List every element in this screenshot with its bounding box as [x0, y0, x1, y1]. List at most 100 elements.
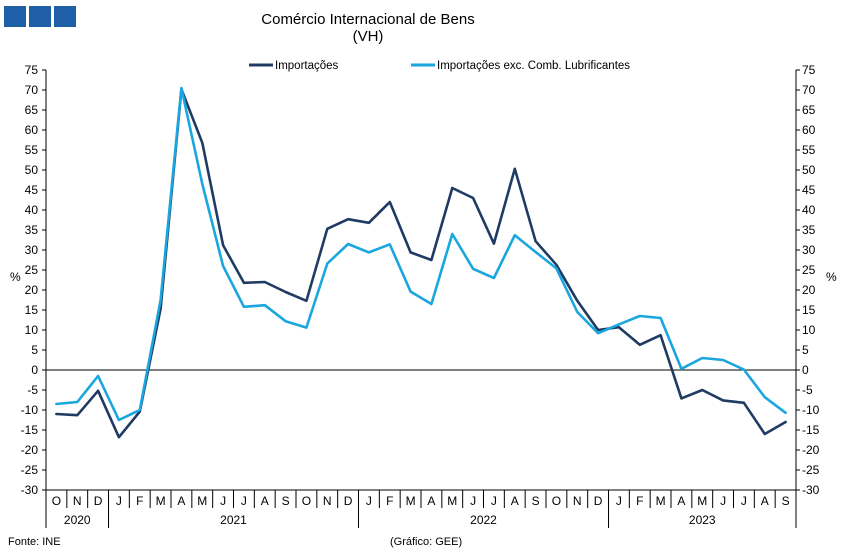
x-tick-label: D — [344, 494, 353, 508]
x-tick-label: M — [197, 494, 207, 508]
y-tick-label-right: 25 — [802, 263, 816, 277]
legend-label-importacoes-exc: Importações exc. Comb. Lubrificantes — [437, 60, 630, 72]
y-tick-label-right: 70 — [802, 83, 816, 97]
y-tick-label-right: 75 — [802, 63, 816, 77]
x-tick-label: M — [406, 494, 416, 508]
x-tick-label: M — [656, 494, 666, 508]
x-tick-label: N — [573, 494, 582, 508]
y-tick-label-right: 30 — [802, 243, 816, 257]
x-tick-label: S — [282, 494, 290, 508]
y-tick-label-right: 45 — [802, 183, 816, 197]
axes: -30 -30-25 -25-20 -20-15 -15-10 -10-5 -50 05 510… — [21, 63, 820, 528]
legend: Importações Importações exc. Comb. Lubri… — [249, 60, 630, 72]
y-tick-label-right: -30 — [802, 483, 820, 497]
x-tick-label: J — [720, 494, 726, 508]
x-tick-label: N — [323, 494, 332, 508]
y-tick-label-left: 25 — [25, 263, 39, 277]
y-tick-label-left: 65 — [25, 103, 39, 117]
x-tick-label: A — [511, 494, 519, 508]
y-tick-label-left: 10 — [25, 323, 39, 337]
y-tick-label-right: 35 — [802, 223, 816, 237]
y-tick-label-right: 20 — [802, 283, 816, 297]
year-label: 2020 — [64, 513, 91, 527]
x-tick-label: N — [73, 494, 82, 508]
x-tick-label: J — [491, 494, 497, 508]
x-tick-label: S — [532, 494, 540, 508]
y-tick-label-left: -30 — [21, 483, 39, 497]
left-axis-unit: % — [10, 270, 21, 284]
x-tick-label: J — [220, 494, 226, 508]
x-tick-label: A — [261, 494, 269, 508]
x-tick-label: J — [741, 494, 747, 508]
y-tick-label-right: 5 — [802, 343, 809, 357]
legend-label-importacoes: Importações — [275, 60, 339, 72]
y-tick-label-left: 55 — [25, 143, 39, 157]
series-line-importacoes — [55, 87, 787, 439]
x-tick-label: J — [366, 494, 372, 508]
y-tick-label-left: 30 — [25, 243, 39, 257]
x-tick-label: F — [136, 494, 143, 508]
y-tick-label-right: -5 — [802, 383, 813, 397]
x-tick-label: O — [302, 494, 311, 508]
year-label: 2021 — [220, 513, 247, 527]
y-tick-label-left: -10 — [21, 403, 39, 417]
x-tick-label: A — [177, 494, 185, 508]
y-tick-label-left: 20 — [25, 283, 39, 297]
x-tick-label: M — [156, 494, 166, 508]
y-tick-label-right: -10 — [802, 403, 820, 417]
y-tick-label-left: -15 — [21, 423, 39, 437]
gee-logo — [4, 6, 76, 27]
right-axis-unit: % — [826, 270, 837, 284]
series-line-importacoes-exc — [55, 86, 787, 422]
y-tick-label-right: 15 — [802, 303, 816, 317]
y-tick-label-right: 10 — [802, 323, 816, 337]
x-tick-label: D — [94, 494, 103, 508]
x-tick-label: S — [782, 494, 790, 508]
chart-credit: (Gráfico: GEE) — [390, 536, 462, 548]
y-tick-label-right: -15 — [802, 423, 820, 437]
y-tick-label-left: 70 — [25, 83, 39, 97]
x-tick-label: M — [447, 494, 457, 508]
y-tick-label-right: 55 — [802, 143, 816, 157]
year-label: 2022 — [470, 513, 497, 527]
y-tick-label-right: 40 — [802, 203, 816, 217]
y-tick-label-right: 60 — [802, 123, 816, 137]
y-tick-label-left: -25 — [21, 463, 39, 477]
y-tick-label-left: 50 — [25, 163, 39, 177]
series-lines — [55, 86, 787, 439]
x-tick-label: J — [616, 494, 622, 508]
y-tick-label-left: -20 — [21, 443, 39, 457]
y-tick-label-right: -25 — [802, 463, 820, 477]
x-tick-label: M — [697, 494, 707, 508]
y-tick-label-right: 65 — [802, 103, 816, 117]
y-tick-label-left: -5 — [27, 383, 38, 397]
chart-title: Comércio Internacional de Bens — [261, 11, 474, 28]
x-tick-label: O — [552, 494, 561, 508]
x-tick-label: J — [241, 494, 247, 508]
source-note: Fonte: INE — [8, 536, 61, 548]
logo-square-1 — [4, 6, 26, 27]
chart-subtitle: (VH) — [353, 28, 384, 45]
y-tick-label-left: 0 — [31, 363, 38, 377]
x-tick-label: O — [52, 494, 61, 508]
y-tick-label-left: 40 — [25, 203, 39, 217]
y-tick-label-right: -20 — [802, 443, 820, 457]
y-tick-label-left: 45 — [25, 183, 39, 197]
y-tick-label-right: 0 — [802, 363, 809, 377]
y-tick-label-right: 50 — [802, 163, 816, 177]
y-tick-label-left: 60 — [25, 123, 39, 137]
x-tick-label: A — [427, 494, 435, 508]
x-tick-label: J — [470, 494, 476, 508]
x-tick-label: D — [594, 494, 603, 508]
logo-square-2 — [29, 6, 51, 27]
y-tick-label-left: 15 — [25, 303, 39, 317]
logo-square-3 — [54, 6, 76, 27]
year-label: 2023 — [689, 513, 716, 527]
x-tick-label: A — [677, 494, 685, 508]
y-tick-label-left: 5 — [31, 343, 38, 357]
x-tick-label: F — [386, 494, 393, 508]
x-tick-label: A — [761, 494, 769, 508]
y-tick-label-left: 35 — [25, 223, 39, 237]
x-tick-label: J — [116, 494, 122, 508]
y-tick-label-left: 75 — [25, 63, 39, 77]
